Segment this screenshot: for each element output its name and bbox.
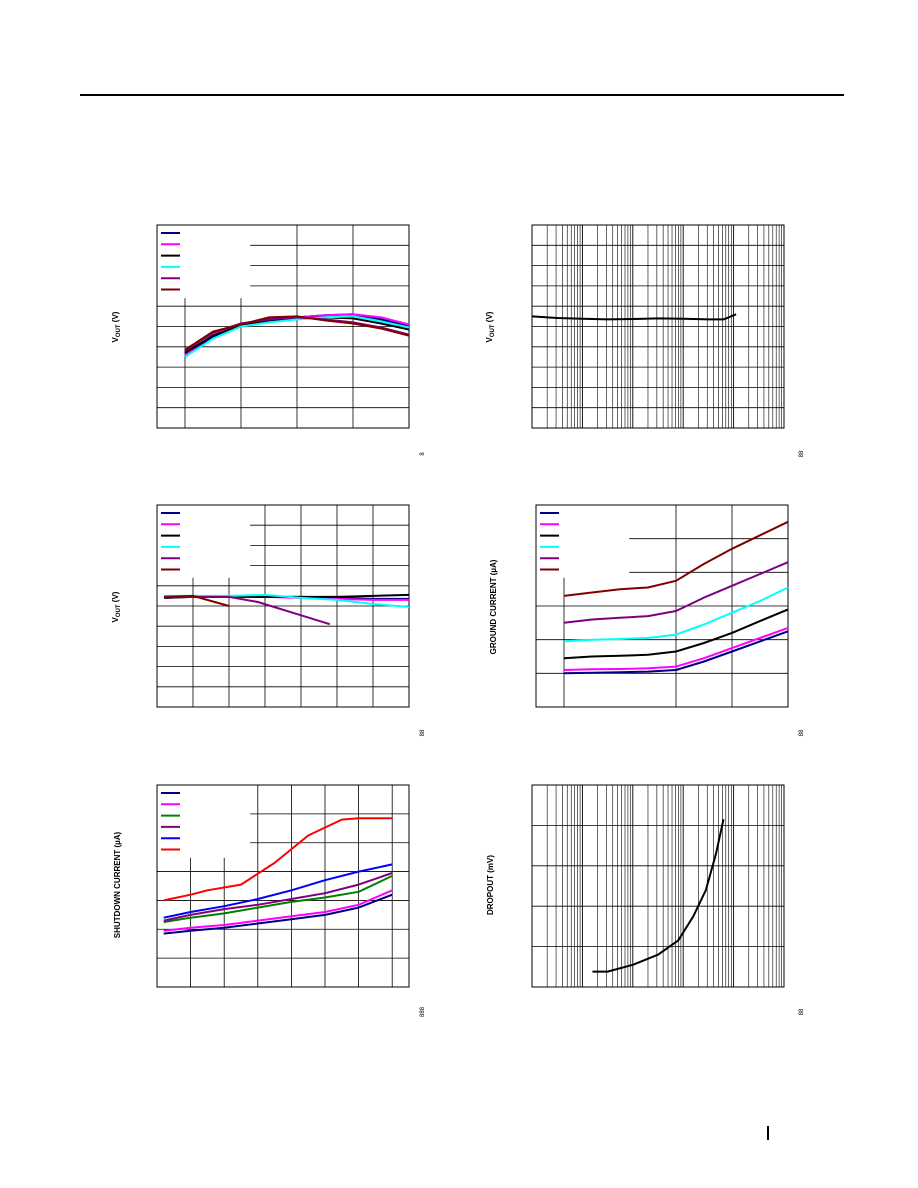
y-axis-label: GROUND CURRENT (µA) [489,559,498,654]
series-line-1 [592,819,725,973]
series-line-6 [184,315,410,351]
page-footer-mark [767,1126,769,1140]
series-line-5 [163,863,393,919]
series-line-6 [163,817,393,902]
chart-6: DROPOUT (mV) 88 [486,784,805,1015]
gridlines [157,225,410,428]
series-line-4 [163,872,393,922]
series-line-5 [563,561,789,624]
y-axis-label: VOUT (V) [111,311,122,342]
y-axis-label: SHUTDOWN CURRENT (µA) [113,831,122,938]
chart-3: VOUT (V) 88 [111,504,426,736]
series-line-1 [563,630,789,675]
series-line-6 [563,520,789,597]
legend [161,792,180,851]
series-line-1 [531,313,737,321]
gridlines [531,785,785,987]
series-line-3 [163,874,393,924]
legend [540,512,559,571]
series-line-2 [163,889,393,932]
gridlines [531,225,785,428]
series-line-3 [563,608,789,660]
corner-note: 888 [420,1006,426,1017]
corner-note: 88 [799,450,805,457]
y-axis-label: VOUT (V) [485,311,496,342]
y-axis-label: VOUT (V) [111,591,122,622]
chart-5: SHUTDOWN CURRENT (µA) 888 [113,784,426,1017]
page-header-rule [80,94,844,96]
gridlines [157,505,409,707]
series-line-6 [164,594,230,607]
corner-note: 88 [420,729,426,736]
series-line-2 [563,626,789,671]
series-line-4 [184,315,410,358]
corner-note: 88 [799,1008,805,1015]
chart-4: GROUND CURRENT (µA) 88 [489,504,805,736]
legend [161,232,180,291]
corner-note: 8 [420,452,426,456]
plot-frame [531,784,785,988]
series-line-4 [563,586,789,643]
corner-note: 88 [799,729,805,736]
chart-1: VOUT (V) 8 [111,224,426,456]
legend [161,512,180,571]
chart-2: VOUT (V) 88 [485,224,805,457]
series-line-1 [163,893,393,935]
y-axis-label: DROPOUT (mV) [486,855,495,915]
